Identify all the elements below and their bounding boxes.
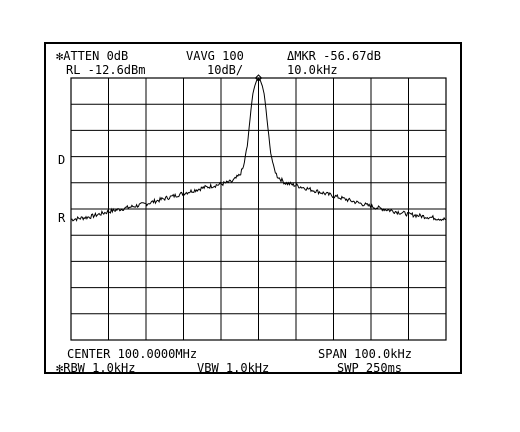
spectrum-trace	[70, 77, 447, 222]
attenuation-readout: ✻ATTEN 0dB	[56, 49, 129, 63]
scale-readout: 10dB/	[207, 63, 244, 77]
graticule	[70, 77, 447, 341]
reference-marker: R	[58, 211, 66, 225]
center-frequency-readout: CENTER 100.0000MHz	[67, 347, 198, 361]
video-average-readout: VAVG 100	[186, 49, 244, 63]
display-frame	[44, 42, 462, 374]
trace-layer	[70, 74, 447, 222]
reference-level-readout: RL -12.6dBm	[66, 63, 146, 77]
delta-marker-readout: ΔMKR -56.67dB	[287, 49, 381, 63]
sweep-time-readout: SWP 250ms	[337, 361, 403, 375]
marker-frequency-readout: 10.0kHz	[287, 63, 338, 77]
display-line-marker: D	[58, 153, 66, 167]
peak-marker	[254, 74, 263, 82]
span-readout: SPAN 100.0kHz	[318, 347, 412, 361]
video-bandwidth-readout: VBW 1.0kHz	[197, 361, 270, 375]
resolution-bandwidth-readout: ✻RBW 1.0kHz	[56, 361, 136, 375]
